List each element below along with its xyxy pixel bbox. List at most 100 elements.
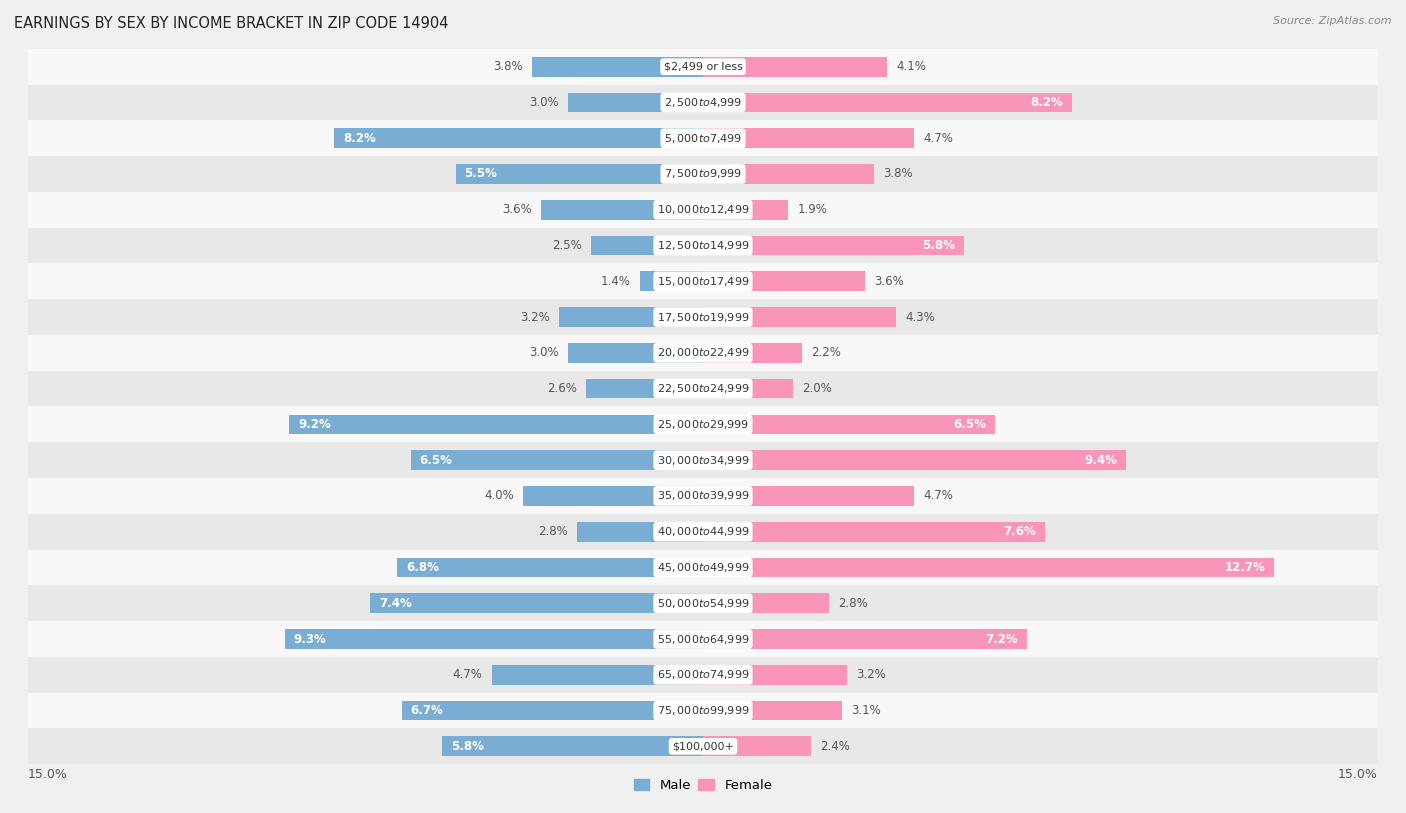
Bar xyxy=(703,629,1026,649)
Text: $75,000 to $99,999: $75,000 to $99,999 xyxy=(657,704,749,717)
Text: 4.3%: 4.3% xyxy=(905,311,935,324)
Bar xyxy=(591,236,703,255)
Bar xyxy=(335,128,703,148)
Bar xyxy=(703,164,875,184)
Bar xyxy=(492,665,703,685)
Text: $65,000 to $74,999: $65,000 to $74,999 xyxy=(657,668,749,681)
Bar xyxy=(290,415,703,434)
Bar xyxy=(703,236,965,255)
Text: 5.8%: 5.8% xyxy=(451,740,484,753)
Bar xyxy=(28,371,1378,406)
Text: $7,500 to $9,999: $7,500 to $9,999 xyxy=(664,167,742,180)
Text: $17,500 to $19,999: $17,500 to $19,999 xyxy=(657,311,749,324)
Text: 5.8%: 5.8% xyxy=(922,239,955,252)
Text: 6.8%: 6.8% xyxy=(406,561,439,574)
Bar xyxy=(28,120,1378,156)
Bar xyxy=(703,450,1126,470)
Text: $20,000 to $22,499: $20,000 to $22,499 xyxy=(657,346,749,359)
Text: 2.0%: 2.0% xyxy=(801,382,832,395)
Text: $100,000+: $100,000+ xyxy=(672,741,734,751)
Text: 2.5%: 2.5% xyxy=(551,239,582,252)
Text: 4.0%: 4.0% xyxy=(484,489,515,502)
Text: 2.4%: 2.4% xyxy=(820,740,849,753)
Bar xyxy=(640,272,703,291)
Bar xyxy=(703,272,865,291)
Bar xyxy=(568,93,703,112)
Text: 5.5%: 5.5% xyxy=(464,167,498,180)
Text: 1.4%: 1.4% xyxy=(602,275,631,288)
Text: Source: ZipAtlas.com: Source: ZipAtlas.com xyxy=(1274,16,1392,26)
Bar xyxy=(28,621,1378,657)
Bar xyxy=(28,728,1378,764)
Bar xyxy=(560,307,703,327)
Text: 9.3%: 9.3% xyxy=(294,633,326,646)
Text: 3.1%: 3.1% xyxy=(852,704,882,717)
Bar xyxy=(523,486,703,506)
Text: $30,000 to $34,999: $30,000 to $34,999 xyxy=(657,454,749,467)
Bar xyxy=(703,57,887,76)
Bar xyxy=(28,335,1378,371)
Text: $50,000 to $54,999: $50,000 to $54,999 xyxy=(657,597,749,610)
Text: $15,000 to $17,499: $15,000 to $17,499 xyxy=(657,275,749,288)
Bar xyxy=(28,406,1378,442)
Bar xyxy=(703,200,789,220)
Text: $25,000 to $29,999: $25,000 to $29,999 xyxy=(657,418,749,431)
Text: $2,499 or less: $2,499 or less xyxy=(664,62,742,72)
Text: 9.4%: 9.4% xyxy=(1084,454,1116,467)
Bar xyxy=(703,737,811,756)
Bar xyxy=(568,343,703,363)
Text: 6.5%: 6.5% xyxy=(419,454,453,467)
Bar xyxy=(370,593,703,613)
Bar xyxy=(703,93,1071,112)
Bar xyxy=(531,57,703,76)
Text: 2.8%: 2.8% xyxy=(538,525,568,538)
Bar xyxy=(703,486,914,506)
Bar xyxy=(703,558,1274,577)
Bar xyxy=(703,522,1045,541)
Bar xyxy=(703,593,830,613)
Text: 6.7%: 6.7% xyxy=(411,704,443,717)
Bar xyxy=(28,657,1378,693)
Bar xyxy=(28,299,1378,335)
Text: $45,000 to $49,999: $45,000 to $49,999 xyxy=(657,561,749,574)
Bar xyxy=(441,737,703,756)
Text: 3.6%: 3.6% xyxy=(875,275,904,288)
Text: 1.9%: 1.9% xyxy=(797,203,827,216)
Bar xyxy=(28,49,1378,85)
Text: 3.2%: 3.2% xyxy=(856,668,886,681)
Bar xyxy=(28,550,1378,585)
Text: 7.4%: 7.4% xyxy=(380,597,412,610)
Text: 7.2%: 7.2% xyxy=(986,633,1018,646)
Text: 4.1%: 4.1% xyxy=(897,60,927,73)
Text: 8.2%: 8.2% xyxy=(1031,96,1063,109)
Text: 2.6%: 2.6% xyxy=(547,382,576,395)
Text: $5,000 to $7,499: $5,000 to $7,499 xyxy=(664,132,742,145)
Text: 15.0%: 15.0% xyxy=(1339,767,1378,780)
Text: 3.0%: 3.0% xyxy=(530,96,560,109)
Text: $35,000 to $39,999: $35,000 to $39,999 xyxy=(657,489,749,502)
Bar xyxy=(541,200,703,220)
Bar xyxy=(703,343,801,363)
Bar xyxy=(703,665,846,685)
Text: 4.7%: 4.7% xyxy=(924,489,953,502)
Text: $10,000 to $12,499: $10,000 to $12,499 xyxy=(657,203,749,216)
Text: 4.7%: 4.7% xyxy=(924,132,953,145)
Text: 6.5%: 6.5% xyxy=(953,418,987,431)
Text: 3.0%: 3.0% xyxy=(530,346,560,359)
Bar xyxy=(28,514,1378,550)
Text: $2,500 to $4,999: $2,500 to $4,999 xyxy=(664,96,742,109)
Text: 7.6%: 7.6% xyxy=(1004,525,1036,538)
Text: 4.7%: 4.7% xyxy=(453,668,482,681)
Legend: Male, Female: Male, Female xyxy=(628,773,778,797)
Text: 3.8%: 3.8% xyxy=(494,60,523,73)
Text: 3.2%: 3.2% xyxy=(520,311,550,324)
Text: 3.8%: 3.8% xyxy=(883,167,912,180)
Text: 15.0%: 15.0% xyxy=(28,767,67,780)
Bar xyxy=(28,228,1378,263)
Bar xyxy=(28,442,1378,478)
Text: $12,500 to $14,999: $12,500 to $14,999 xyxy=(657,239,749,252)
Bar xyxy=(586,379,703,398)
Text: $22,500 to $24,999: $22,500 to $24,999 xyxy=(657,382,749,395)
Bar xyxy=(284,629,703,649)
Text: EARNINGS BY SEX BY INCOME BRACKET IN ZIP CODE 14904: EARNINGS BY SEX BY INCOME BRACKET IN ZIP… xyxy=(14,16,449,31)
